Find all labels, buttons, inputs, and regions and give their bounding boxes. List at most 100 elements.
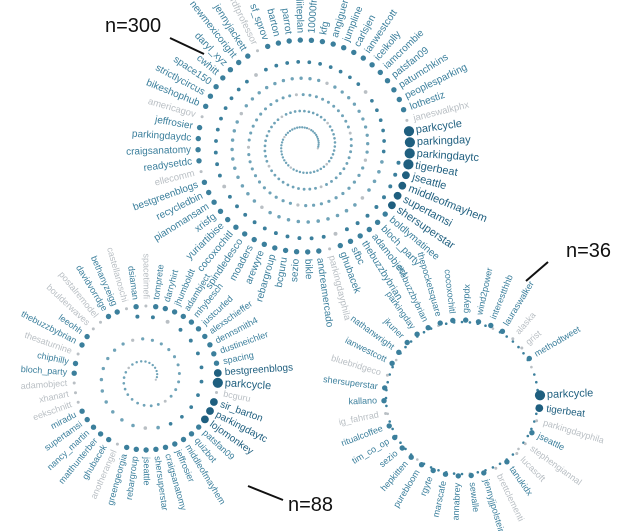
node-dot (211, 199, 217, 205)
spiral-dot (148, 361, 151, 365)
spiral-dot (314, 186, 317, 190)
spiral-dot (374, 205, 379, 209)
node-dot (196, 158, 202, 164)
spiral-dot (381, 149, 386, 154)
ring-dot (530, 365, 533, 369)
spiral-dot (257, 91, 261, 95)
spiral-dot (298, 126, 301, 129)
spiral-dot (317, 78, 321, 83)
node-dot (360, 55, 366, 61)
spiral-dot (290, 77, 294, 81)
node-dot (341, 45, 347, 51)
spiral-dot (267, 129, 271, 133)
ring-dot (385, 404, 388, 408)
spiral-dot (356, 82, 361, 86)
spiral-dot (130, 398, 134, 401)
spiral-dot (348, 131, 352, 135)
spiral-dot (307, 110, 311, 114)
node-label: bestgreenblogs (224, 362, 293, 378)
spiral-dot (176, 363, 180, 367)
spiral-dot (101, 366, 105, 371)
annotation-n88: n=88 (247, 485, 333, 516)
spiral-dot (131, 363, 134, 366)
ring-dot (526, 434, 530, 438)
spiral-dot (349, 150, 353, 154)
spiral-dot (347, 156, 351, 160)
spiral-dot (363, 158, 368, 162)
node-label: grist (524, 328, 544, 347)
spiral-dot (316, 169, 319, 172)
spiral-dot (289, 166, 293, 169)
spiral-dot (215, 127, 220, 132)
spiral-dot (127, 366, 130, 370)
node-dot (201, 179, 208, 185)
spiral-dot (269, 102, 273, 107)
spiral-dot (319, 185, 323, 189)
spiral-dot (319, 167, 323, 171)
spiral-dot (393, 172, 398, 177)
spiral-dot (235, 204, 239, 209)
spiral-dot (99, 377, 104, 382)
node-label: cocoxochitl (442, 269, 457, 314)
node-dot (430, 467, 436, 474)
node-dot (351, 49, 357, 56)
spiral-dot (122, 381, 126, 385)
node-dot (195, 135, 201, 142)
spiral-dot (230, 138, 235, 142)
node-label: kallano (348, 395, 377, 406)
spiral-dot (353, 203, 357, 207)
spiral-dot (222, 184, 227, 189)
ring-dot (468, 321, 472, 324)
spiral-dot (378, 118, 383, 123)
ring-dot (452, 472, 456, 475)
node-dot (328, 247, 332, 251)
node-dot (297, 37, 303, 43)
spiral-dot (235, 120, 239, 124)
spiral-dot (280, 115, 284, 119)
node-dot (475, 319, 482, 325)
node-dot (382, 211, 388, 217)
spiral-dot (325, 183, 328, 186)
spiral-dot (288, 94, 292, 98)
node-dot (384, 412, 388, 415)
spiral-dot (322, 165, 326, 168)
node-label: bloch_party (20, 364, 68, 377)
spiral-dot (365, 150, 369, 154)
spiral-dot (349, 137, 353, 141)
node-dot (133, 446, 139, 452)
node-dot (79, 408, 85, 414)
spiral-dot (333, 137, 336, 140)
node-dot (450, 317, 456, 324)
ring-dot (460, 472, 464, 476)
node-dot (347, 238, 354, 244)
ring-dot (530, 427, 533, 431)
ring-dot (388, 420, 392, 423)
spiral-dot (154, 378, 157, 381)
spiral-dot (291, 128, 294, 131)
node-label: spacetimefi (141, 253, 151, 299)
spiral-dot (338, 172, 342, 175)
spiral-dot (352, 102, 357, 106)
node-dot (515, 452, 519, 455)
spiral-dot (281, 96, 285, 100)
spiral-dot (311, 130, 315, 133)
ring-dot (498, 462, 502, 466)
spiral-dot (150, 338, 154, 342)
spiral-dot (299, 76, 303, 80)
node-dot (206, 189, 212, 196)
ring-dot (517, 345, 520, 349)
node-dot (468, 472, 474, 479)
spiral-dot (319, 202, 324, 206)
spiral-dot (243, 212, 248, 217)
spiral-dot (167, 348, 171, 352)
spiral-dot (273, 173, 277, 177)
spiral-dot (306, 220, 310, 224)
node-label: rgyte (418, 475, 435, 497)
spiral-dot (276, 118, 280, 122)
node-label: annabrey (451, 482, 463, 520)
spiral-dot (287, 164, 290, 167)
annotation-n36: n=36 (525, 240, 611, 282)
spiral-dot (280, 150, 283, 153)
spiral-dot (294, 93, 298, 97)
spiral-dot (126, 393, 130, 396)
